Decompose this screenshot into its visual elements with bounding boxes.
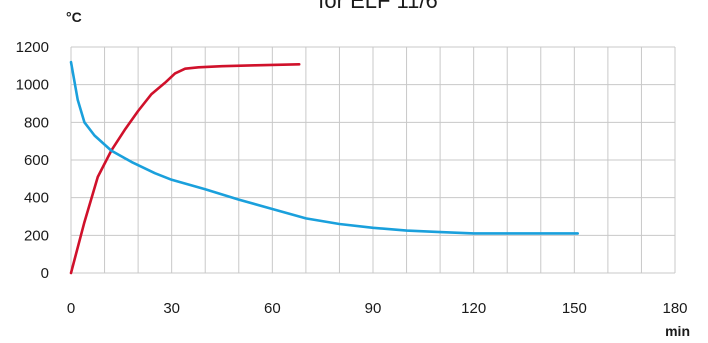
y-tick-label: 1000 [16,77,49,94]
y-axis-tick-labels: 0 200 400 600 800 1000 1200 [16,39,49,282]
grid [70,46,676,274]
x-tick-label: 0 [67,300,75,317]
y-tick-label: 0 [41,265,49,282]
y-axis-unit-label: °C [66,9,82,25]
x-tick-label: 180 [662,300,687,317]
y-tick-label: 1200 [16,39,49,56]
x-tick-label: 90 [365,300,382,317]
y-tick-label: 400 [24,190,49,207]
x-axis-tick-labels: 0 30 60 90 120 150 180 [67,300,688,317]
x-tick-label: 150 [562,300,587,317]
series-line-1 [69,63,301,275]
series-line-2 [69,60,579,235]
x-tick-label: 60 [264,300,281,317]
x-tick-label: 30 [163,300,180,317]
chart-title: for ELF 11/6 [318,0,437,13]
y-tick-label: 200 [24,227,49,244]
x-axis-unit-label: min [665,323,690,339]
y-tick-label: 600 [24,152,49,169]
y-tick-label: 800 [24,114,49,131]
x-tick-label: 120 [461,300,486,317]
data-series [69,60,579,275]
